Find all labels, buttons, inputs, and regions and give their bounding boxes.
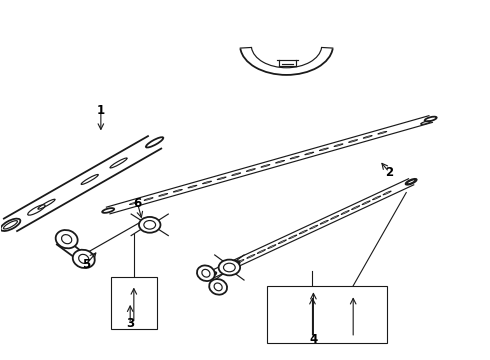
Text: 6: 6 — [133, 197, 142, 210]
Ellipse shape — [406, 179, 416, 185]
Text: 5: 5 — [82, 258, 90, 271]
Text: 2: 2 — [385, 166, 393, 179]
Ellipse shape — [28, 205, 45, 215]
Text: 4: 4 — [309, 333, 318, 346]
Text: 1: 1 — [97, 104, 105, 117]
Ellipse shape — [209, 279, 227, 295]
Ellipse shape — [146, 137, 163, 148]
Ellipse shape — [219, 260, 240, 275]
Ellipse shape — [205, 272, 216, 278]
Text: 3: 3 — [126, 317, 134, 330]
Bar — [267, 286, 387, 343]
Ellipse shape — [102, 208, 114, 213]
Ellipse shape — [73, 250, 95, 268]
Ellipse shape — [425, 117, 437, 121]
Bar — [111, 277, 157, 329]
Ellipse shape — [226, 261, 240, 269]
Ellipse shape — [197, 265, 215, 281]
Ellipse shape — [56, 230, 77, 248]
Ellipse shape — [0, 219, 21, 231]
Ellipse shape — [139, 217, 160, 233]
